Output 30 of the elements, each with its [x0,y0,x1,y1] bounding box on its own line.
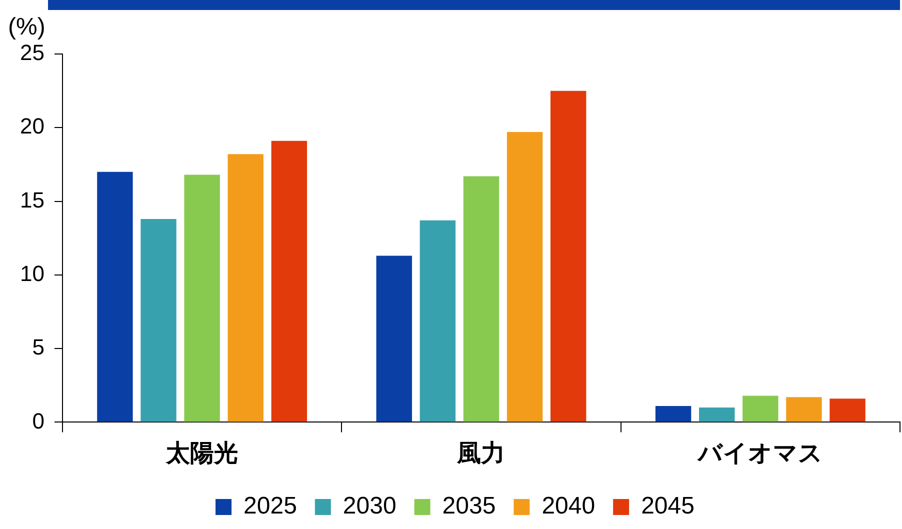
y-tick-label: 25 [20,40,44,66]
y-axis-title: (%) [8,14,46,41]
bar [550,90,586,422]
legend-label: 2030 [342,492,396,520]
bar [140,218,176,422]
bar [420,220,456,422]
y-tick-label: 5 [32,334,44,360]
bar [376,256,412,422]
x-tick-label: バイオマス [696,440,823,468]
legend-label: 2040 [542,492,596,520]
bar [506,132,543,422]
bar [786,397,822,422]
bar [742,396,778,422]
bar [271,140,308,422]
bar [699,407,735,422]
legend-label: 2025 [244,492,297,520]
y-tick-label: 10 [20,260,44,286]
bar [830,398,866,422]
y-tick-label: 15 [20,187,44,212]
legend-label: 2045 [641,492,694,520]
bar [184,174,220,422]
x-tick-label: 風力 [456,440,506,468]
bar [97,172,133,422]
x-tick-label: 太陽光 [165,440,238,468]
bar [228,154,264,422]
legend-label: 2035 [442,492,496,520]
bar [655,406,692,422]
bar [463,176,500,422]
y-tick-label: 20 [20,114,44,139]
y-tick-label: 0 [32,408,44,434]
